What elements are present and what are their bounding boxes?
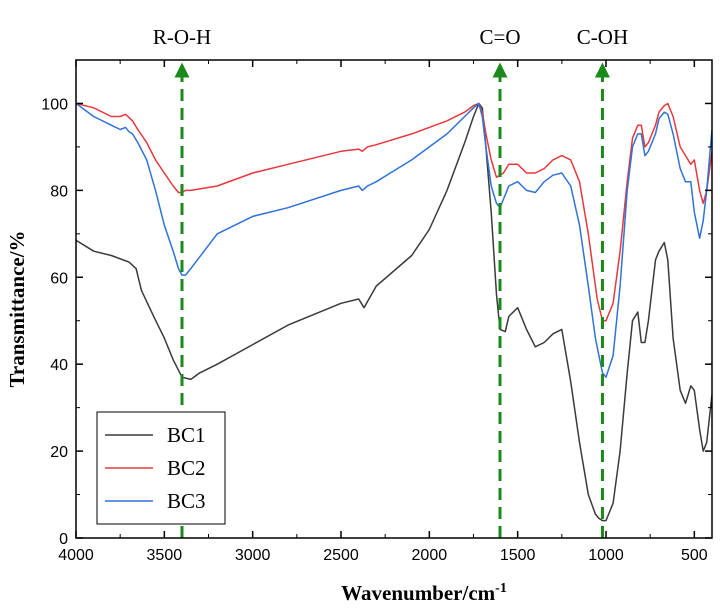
x-tick-label-3000: 3000 [235, 547, 271, 564]
series-layer [76, 102, 712, 522]
plot-frame [75, 59, 713, 539]
x-tick-label-4000: 4000 [58, 547, 94, 564]
series-line-bc2 [76, 102, 712, 322]
x-tick-label-3500: 3500 [147, 547, 183, 564]
legend-label-bc1: BC1 [167, 423, 206, 447]
y-tick-label-40: 40 [50, 357, 68, 374]
legend-label-bc2: BC2 [167, 456, 206, 480]
series-line-bc3 [76, 102, 712, 378]
axes: 4000 3500 3000 2500 2000 1500 1000 500 0 20 40 60 80… [5, 59, 713, 605]
y-tick-label-60: 60 [50, 270, 68, 287]
x-tick-label-1500: 1500 [500, 547, 536, 564]
annotation-label-1: C=O [479, 25, 520, 49]
y-tick-label-20: 20 [50, 444, 68, 461]
y-axis-title: Transmittance/% [5, 230, 29, 387]
series-line-bc1 [76, 102, 712, 522]
legend-label-bc3: BC3 [167, 489, 206, 513]
legend: BC1 BC2 BC3 [96, 411, 226, 525]
annotation-label-2: C-OH [577, 25, 628, 49]
y-tick-label-0: 0 [59, 531, 68, 548]
x-tick-label-2000: 2000 [412, 547, 448, 564]
x-tick-label-500: 500 [681, 547, 708, 564]
x-tick-label-1000: 1000 [588, 547, 624, 564]
annotation-label-0: R-O-H [153, 25, 211, 49]
y-tick-label-100: 100 [41, 96, 68, 113]
y-tick-label-80: 80 [50, 183, 68, 200]
x-tick-label-2500: 2500 [323, 547, 359, 564]
x-axis-title: Wavenumber/cm-1 [341, 581, 507, 605]
